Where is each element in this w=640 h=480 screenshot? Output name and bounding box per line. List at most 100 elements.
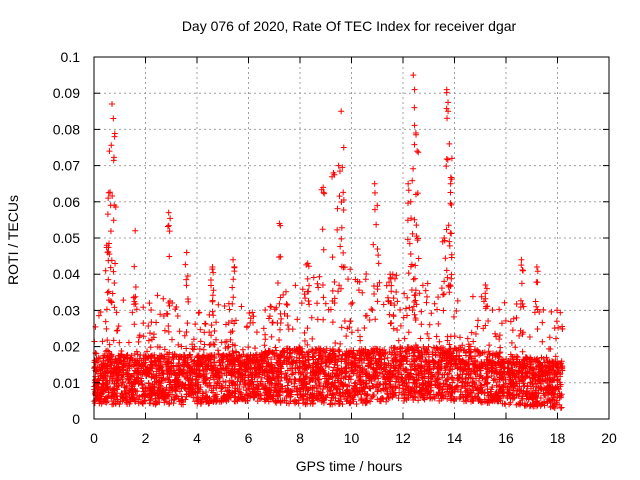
data-point <box>516 383 523 390</box>
data-point <box>101 375 108 382</box>
data-point <box>459 357 466 364</box>
data-point <box>229 359 236 366</box>
data-point <box>182 381 189 388</box>
data-point <box>382 368 389 375</box>
data-point <box>406 350 413 357</box>
data-point <box>489 367 496 374</box>
data-point <box>445 359 452 366</box>
data-point <box>475 317 482 324</box>
data-point <box>304 325 311 332</box>
data-point <box>513 353 520 360</box>
data-point <box>258 374 265 381</box>
data-point <box>456 352 463 359</box>
data-point <box>429 371 436 378</box>
data-point <box>176 366 183 373</box>
data-point <box>225 387 232 394</box>
data-point <box>387 275 394 282</box>
data-point <box>361 366 368 373</box>
data-point <box>408 261 415 268</box>
data-point <box>169 336 176 343</box>
data-point <box>509 362 516 369</box>
data-point <box>173 392 180 399</box>
data-point <box>299 286 306 293</box>
data-point <box>352 389 359 396</box>
data-point <box>242 387 249 394</box>
data-point <box>109 101 116 108</box>
data-point <box>228 371 235 378</box>
data-point <box>266 374 273 381</box>
data-point <box>526 374 533 381</box>
data-point <box>203 352 210 359</box>
data-point <box>255 373 262 380</box>
data-point <box>341 318 348 325</box>
data-point <box>543 384 550 391</box>
data-point <box>343 333 350 340</box>
data-point <box>147 365 154 372</box>
data-point <box>474 385 481 392</box>
data-point <box>438 285 445 292</box>
data-point <box>262 336 269 343</box>
data-point <box>347 318 354 325</box>
data-point <box>300 395 307 402</box>
data-point <box>484 373 491 380</box>
data-point <box>435 376 442 383</box>
data-point <box>314 300 321 307</box>
data-point <box>519 300 526 307</box>
data-point <box>232 373 239 380</box>
data-point <box>302 390 309 397</box>
data-point <box>341 264 348 271</box>
data-point <box>457 371 464 378</box>
data-point <box>434 306 441 313</box>
data-point <box>304 275 311 282</box>
data-point <box>121 383 128 390</box>
data-point <box>180 370 187 377</box>
data-point <box>419 282 426 289</box>
data-point <box>451 333 458 340</box>
data-point <box>151 373 158 380</box>
data-point <box>306 301 313 308</box>
data-point <box>354 327 361 334</box>
data-point <box>305 263 312 270</box>
data-point <box>106 148 113 155</box>
data-point <box>183 386 190 393</box>
data-point <box>363 399 370 406</box>
data-point <box>192 370 199 377</box>
data-point <box>374 202 381 209</box>
data-point <box>103 325 110 332</box>
data-point <box>305 297 312 304</box>
data-point <box>151 383 158 390</box>
data-point <box>183 370 190 377</box>
data-point <box>539 319 546 326</box>
data-point <box>370 345 377 352</box>
data-point <box>426 395 433 402</box>
data-point <box>354 368 361 375</box>
data-point <box>303 261 310 268</box>
data-point <box>277 353 284 360</box>
data-point <box>193 376 200 383</box>
data-point <box>110 217 117 224</box>
data-point <box>302 364 309 371</box>
data-point <box>278 371 285 378</box>
data-point <box>297 390 304 397</box>
data-point <box>431 372 438 379</box>
data-point <box>122 384 129 391</box>
data-point <box>544 392 551 399</box>
data-point <box>527 356 534 363</box>
data-point <box>208 387 215 394</box>
data-point <box>556 379 563 386</box>
data-point <box>336 386 343 393</box>
data-point <box>144 348 151 355</box>
data-point <box>512 344 519 351</box>
data-point <box>133 348 140 355</box>
data-point <box>102 386 109 393</box>
data-point <box>394 298 401 305</box>
data-point <box>132 387 139 394</box>
data-point <box>526 333 533 340</box>
data-point <box>510 315 517 322</box>
data-point <box>407 251 414 258</box>
data-point <box>206 342 213 349</box>
data-point <box>111 304 118 311</box>
data-point <box>325 306 332 313</box>
data-point <box>266 380 273 387</box>
data-point <box>338 224 345 231</box>
